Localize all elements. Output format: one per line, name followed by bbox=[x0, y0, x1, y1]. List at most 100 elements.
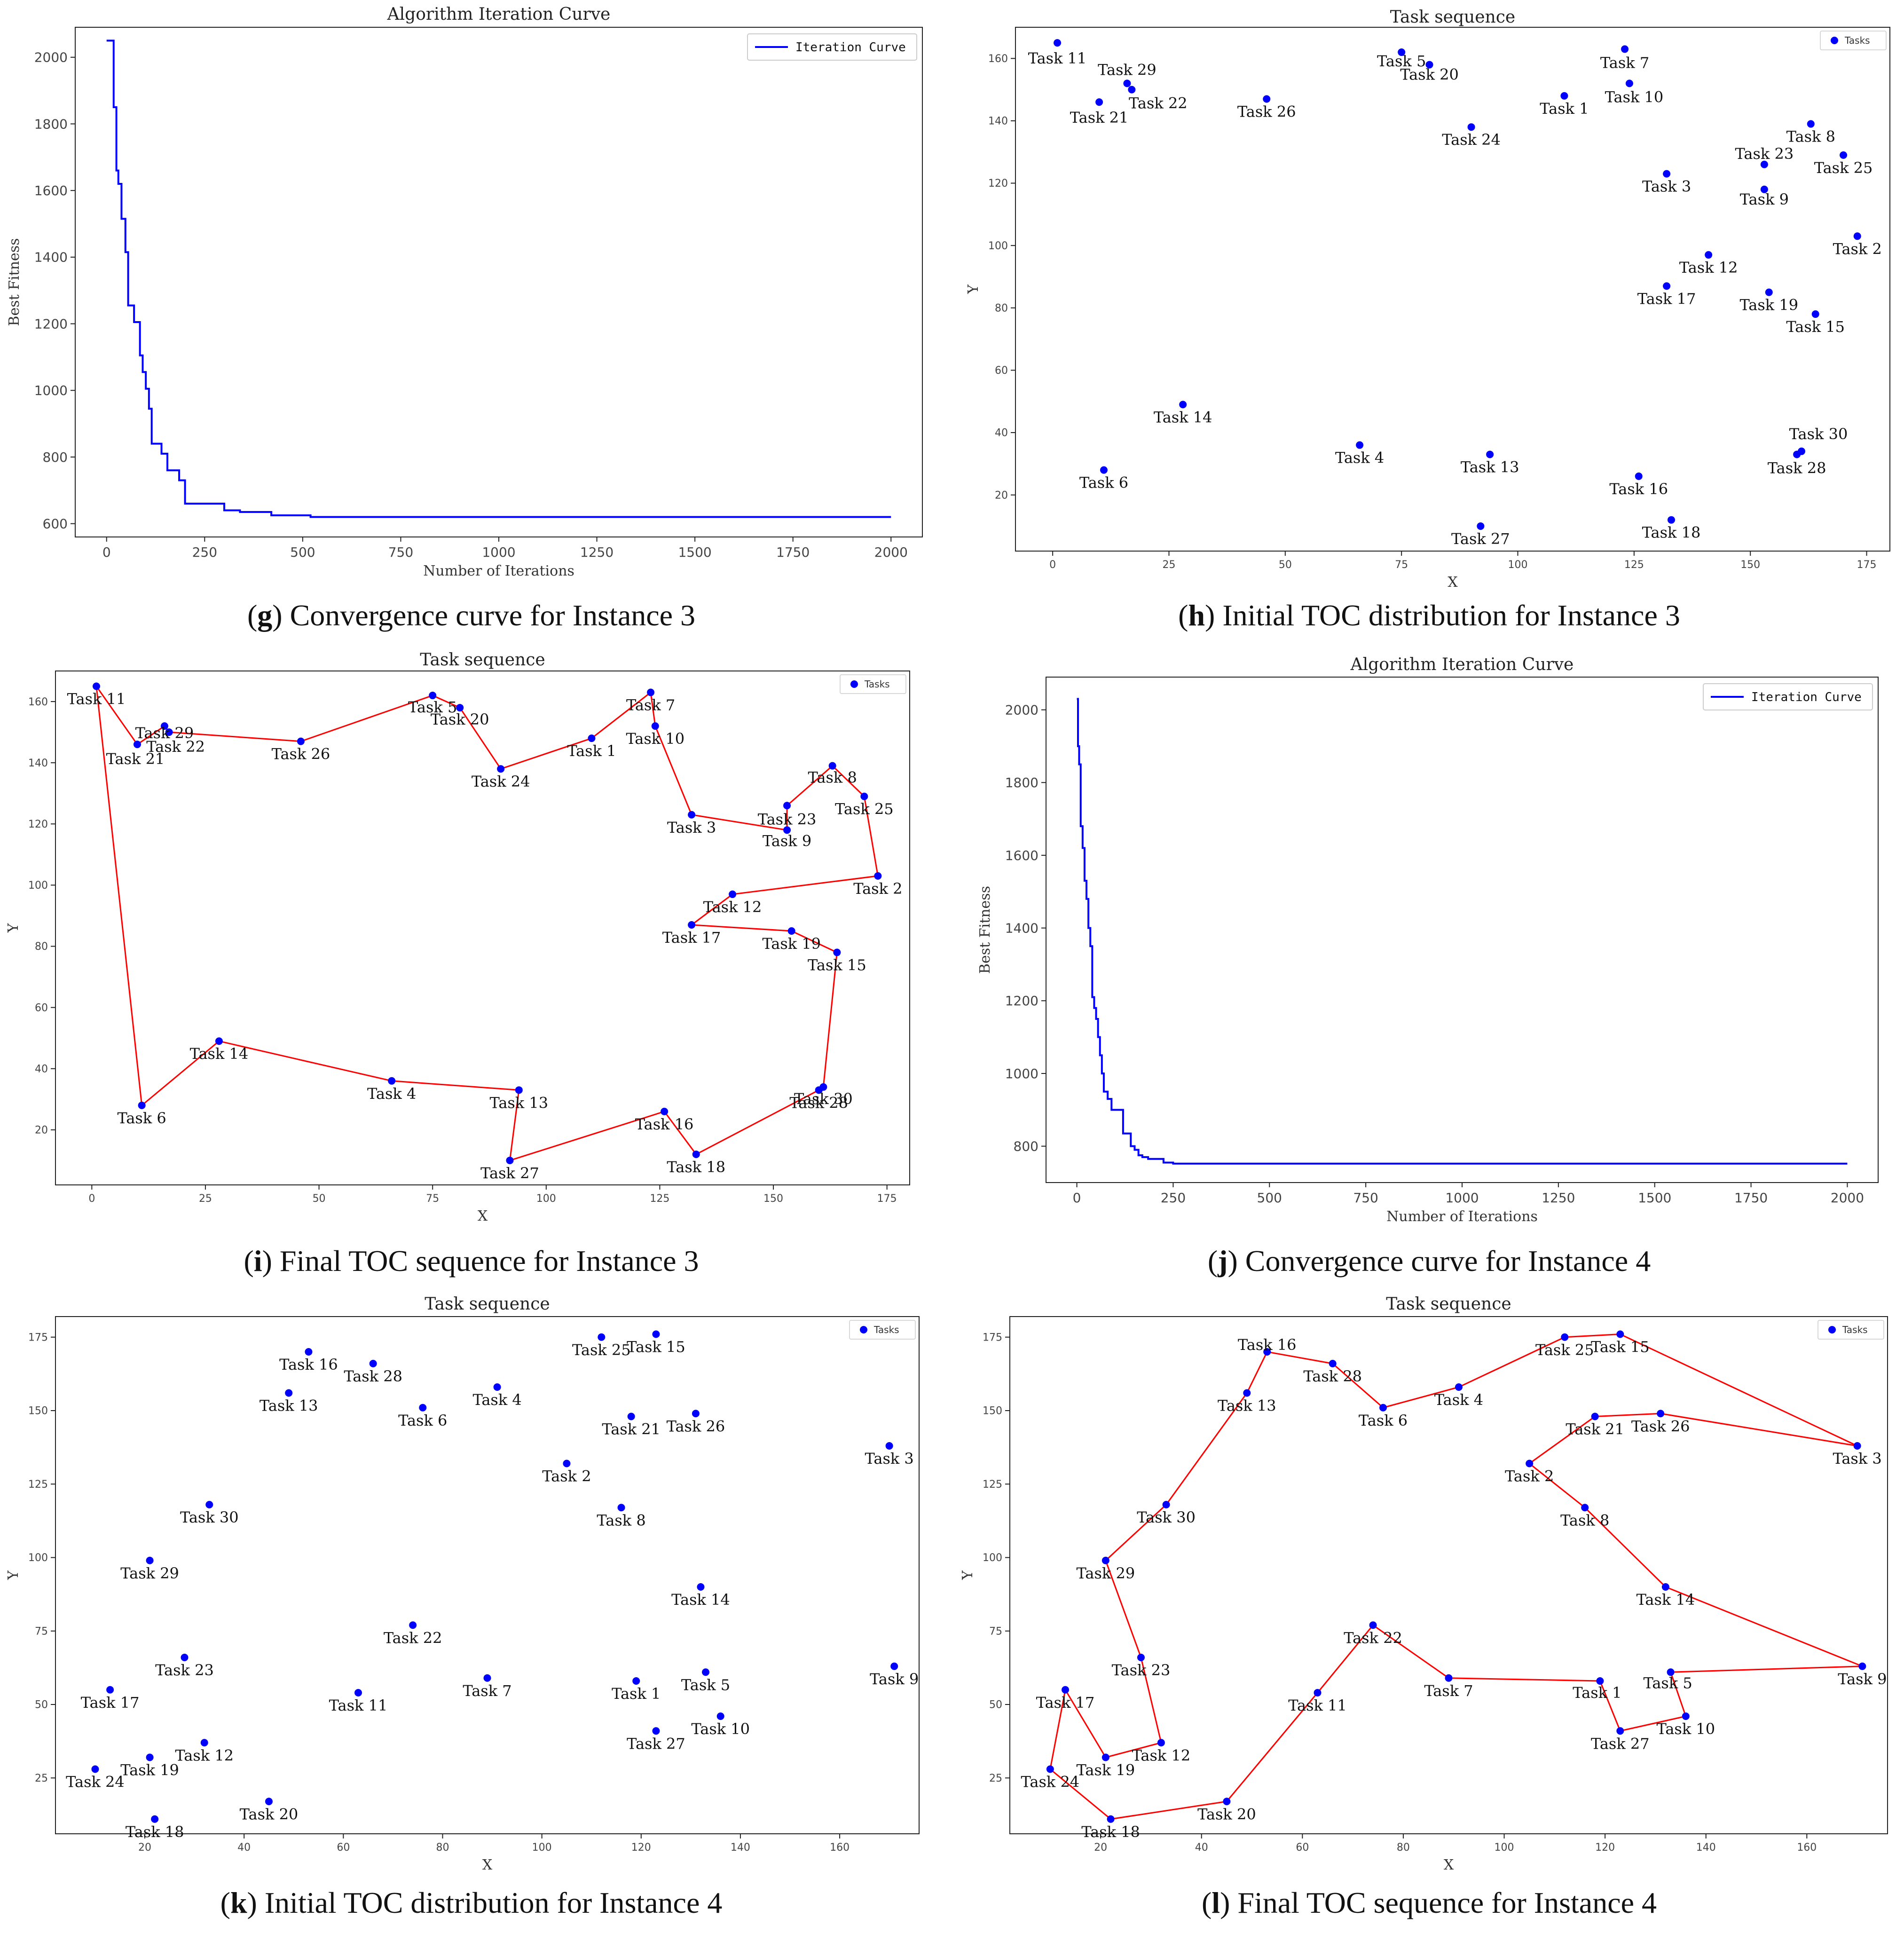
task-point bbox=[1243, 1389, 1251, 1397]
x-axis-label: Number of Iterations bbox=[423, 563, 574, 579]
x-tick-label: 40 bbox=[1195, 1842, 1208, 1854]
task-point bbox=[285, 1389, 293, 1397]
task-point bbox=[1101, 1753, 1109, 1761]
task-label: Task 7 bbox=[463, 1682, 511, 1700]
task-label: Task 6 bbox=[117, 1109, 166, 1127]
chart-title: Task sequence bbox=[425, 1294, 550, 1314]
task-point bbox=[1657, 1410, 1665, 1418]
task-point bbox=[1445, 1674, 1453, 1682]
x-tick-label: 2000 bbox=[1831, 1190, 1864, 1206]
task-point bbox=[106, 1686, 114, 1694]
task-label: Task 28 bbox=[344, 1367, 402, 1385]
x-tick-label: 50 bbox=[1279, 559, 1292, 571]
task-label: Task 22 bbox=[1344, 1629, 1402, 1647]
task-label: Task 2 bbox=[853, 880, 902, 898]
task-label: Task 6 bbox=[1079, 474, 1128, 492]
task-point bbox=[354, 1689, 362, 1696]
x-tick-label: 40 bbox=[237, 1842, 251, 1854]
x-tick-label: 100 bbox=[536, 1193, 556, 1205]
task-point bbox=[1179, 401, 1187, 409]
task-point bbox=[716, 1712, 724, 1720]
caption-letter: k bbox=[230, 1886, 247, 1919]
task-point bbox=[1760, 185, 1768, 193]
y-axis-label: Y bbox=[960, 1570, 976, 1580]
task-point bbox=[1667, 1668, 1675, 1676]
task-point bbox=[860, 792, 868, 800]
y-tick-label: 50 bbox=[989, 1699, 1002, 1711]
x-tick-label: 160 bbox=[830, 1842, 850, 1854]
task-point bbox=[1046, 1765, 1054, 1773]
task-point bbox=[146, 1753, 154, 1761]
task-label: Task 14 bbox=[1154, 408, 1212, 426]
y-tick-label: 1000 bbox=[1005, 1066, 1039, 1081]
task-label: Task 2 bbox=[542, 1468, 591, 1485]
task-point bbox=[1798, 447, 1806, 455]
task-point bbox=[92, 682, 100, 690]
task-point bbox=[598, 1333, 606, 1341]
legend-marker bbox=[1828, 1326, 1836, 1333]
task-point bbox=[1137, 1654, 1145, 1661]
task-point bbox=[702, 1668, 710, 1676]
task-point bbox=[787, 927, 795, 935]
task-label: Task 12 bbox=[1132, 1746, 1191, 1764]
task-label: Task 13 bbox=[1218, 1397, 1276, 1415]
x-tick-label: 1250 bbox=[1542, 1190, 1575, 1206]
y-tick-label: 175 bbox=[28, 1332, 48, 1343]
y-tick-label: 40 bbox=[995, 427, 1008, 439]
caption-text: Final TOC sequence for Instance 3 bbox=[272, 1244, 699, 1278]
task-point bbox=[493, 1383, 501, 1391]
task-point bbox=[1100, 466, 1108, 474]
task-point bbox=[1329, 1360, 1337, 1367]
task-label: Task 26 bbox=[1631, 1417, 1690, 1435]
x-tick-label: 0 bbox=[1073, 1190, 1081, 1206]
task-point bbox=[165, 728, 173, 736]
task-label: Task 1 bbox=[612, 1685, 661, 1703]
caption-text: Initial TOC distribution for Instance 4 bbox=[257, 1886, 723, 1919]
y-tick-label: 100 bbox=[988, 240, 1008, 252]
task-label: Task 11 bbox=[329, 1696, 388, 1714]
y-tick-label: 75 bbox=[989, 1625, 1002, 1637]
task-label: Task 6 bbox=[1359, 1412, 1408, 1429]
task-point bbox=[1162, 1501, 1170, 1508]
y-tick-label: 100 bbox=[28, 880, 48, 892]
x-tick-label: 50 bbox=[313, 1193, 326, 1205]
y-tick-label: 1400 bbox=[34, 250, 68, 265]
task-label: Task 7 bbox=[626, 696, 675, 714]
y-tick-label: 125 bbox=[983, 1479, 1002, 1491]
y-tick-label: 160 bbox=[988, 53, 1008, 65]
x-tick-label: 75 bbox=[426, 1193, 439, 1205]
chart-i-final-sequence-instance-3: Task sequence 0 25 50 75 100 125 150 175 20 40 60 80… bbox=[5, 650, 910, 1224]
x-tick-label: 0 bbox=[102, 544, 111, 560]
task-point bbox=[1668, 516, 1675, 524]
x-tick-label: 250 bbox=[192, 544, 217, 560]
y-tick-label: 800 bbox=[1014, 1138, 1039, 1154]
task-point bbox=[1425, 61, 1433, 69]
legend-box bbox=[1817, 1320, 1884, 1340]
y-tick-label: 20 bbox=[35, 1125, 48, 1136]
x-tick-label: 120 bbox=[631, 1842, 651, 1854]
task-point bbox=[1663, 282, 1671, 290]
y-tick-label: 25 bbox=[35, 1773, 48, 1784]
chart-title: Algorithm Iteration Curve bbox=[387, 5, 611, 24]
plot-frame bbox=[55, 1316, 920, 1834]
task-label: Task 15 bbox=[808, 956, 866, 974]
y-axis-label: Y bbox=[5, 1570, 22, 1580]
task-label: Task 26 bbox=[667, 1417, 725, 1435]
y-tick-label: 50 bbox=[35, 1699, 48, 1711]
x-tick-label: 140 bbox=[1696, 1842, 1716, 1854]
y-tick-label: 100 bbox=[983, 1552, 1002, 1564]
legend-box bbox=[840, 674, 906, 694]
task-point bbox=[890, 1662, 898, 1670]
task-label: Task 17 bbox=[662, 929, 721, 947]
task-point bbox=[1356, 441, 1364, 449]
task-label: Task 20 bbox=[1400, 66, 1459, 84]
plot-frame bbox=[75, 27, 923, 537]
task-label: Task 21 bbox=[1070, 109, 1129, 126]
caption-k: (k) Initial TOC distribution for Instanc… bbox=[220, 1886, 723, 1919]
task-point bbox=[1581, 1504, 1589, 1512]
x-tick-label: 75 bbox=[1395, 559, 1408, 571]
task-point bbox=[1625, 79, 1633, 87]
x-tick-label: 80 bbox=[436, 1842, 449, 1854]
task-label: Task 4 bbox=[472, 1391, 521, 1409]
caption-text: Initial TOC distribution for Instance 3 bbox=[1215, 599, 1680, 632]
